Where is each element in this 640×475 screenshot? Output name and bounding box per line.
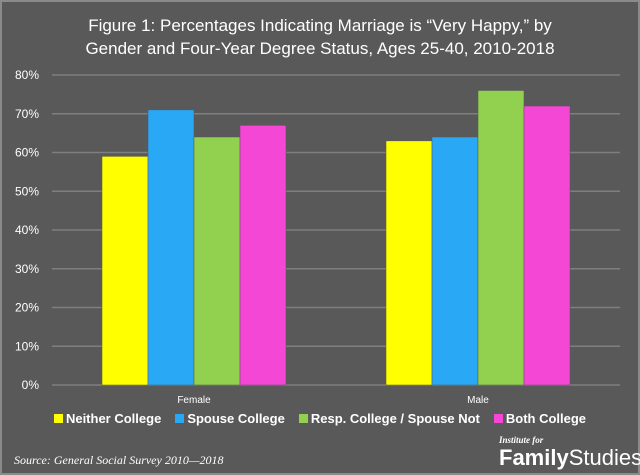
logo-family-studies: FamilyStudies <box>499 445 640 471</box>
x-axis-categories: Female Male <box>177 395 489 406</box>
y-tick-label: 0% <box>22 378 40 392</box>
bar-female-3 <box>193 136 241 386</box>
y-tick-label: 80% <box>15 68 39 82</box>
legend-label: Neither College <box>65 411 162 426</box>
bars <box>101 90 571 386</box>
bar-female-1 <box>101 156 149 386</box>
y-tick-label: 70% <box>15 107 39 121</box>
ifs-logo: Institute for FamilyStudies <box>499 435 640 473</box>
legend-item: Resp. College / Spouse Not <box>298 411 480 426</box>
bar-male-4 <box>523 105 571 386</box>
y-tick-label: 20% <box>15 301 39 315</box>
bar-male-2 <box>431 136 479 386</box>
source-note: Source: General Social Survey 2010—2018 <box>14 453 224 467</box>
legend-item: Neither College <box>53 411 162 426</box>
y-tick-label: 50% <box>15 184 39 198</box>
legend-label: Both College <box>505 411 587 426</box>
chart-title-line-2: Gender and Four-Year Degree Status, Ages… <box>85 39 555 58</box>
chart-title: Figure 1: Percentages Indicating Marriag… <box>2 14 638 60</box>
legend-label: Spouse College <box>187 411 285 426</box>
legend-swatch <box>53 414 63 423</box>
legend-item: Spouse College <box>175 411 285 426</box>
legend-item: Both College <box>493 411 587 426</box>
chart-title-line-1: Figure 1: Percentages Indicating Marriag… <box>88 16 552 35</box>
x-category-label: Male <box>467 395 489 406</box>
bar-male-3 <box>477 90 525 386</box>
legend: Neither College Spouse College Resp. Colle… <box>2 411 638 426</box>
y-tick-label: 10% <box>15 339 39 353</box>
y-axis-ticks: 0% 10% 20% 30% 40% 50% 60% 70% 80% <box>15 68 39 392</box>
legend-swatch <box>175 414 185 423</box>
legend-swatch <box>493 414 503 423</box>
bar-male-1 <box>385 140 433 386</box>
y-tick-label: 40% <box>15 223 39 237</box>
bar-female-4 <box>239 125 287 386</box>
legend-label: Resp. College / Spouse Not <box>310 411 480 426</box>
y-tick-label: 30% <box>15 262 39 276</box>
logo-family: Family <box>499 445 569 470</box>
x-category-label: Female <box>177 395 211 406</box>
logo-studies: Studies <box>568 445 640 470</box>
bar-female-2 <box>147 109 195 386</box>
y-tick-label: 60% <box>15 146 39 160</box>
logo-institute-for: Institute for <box>499 435 544 445</box>
legend-swatch <box>298 414 308 423</box>
